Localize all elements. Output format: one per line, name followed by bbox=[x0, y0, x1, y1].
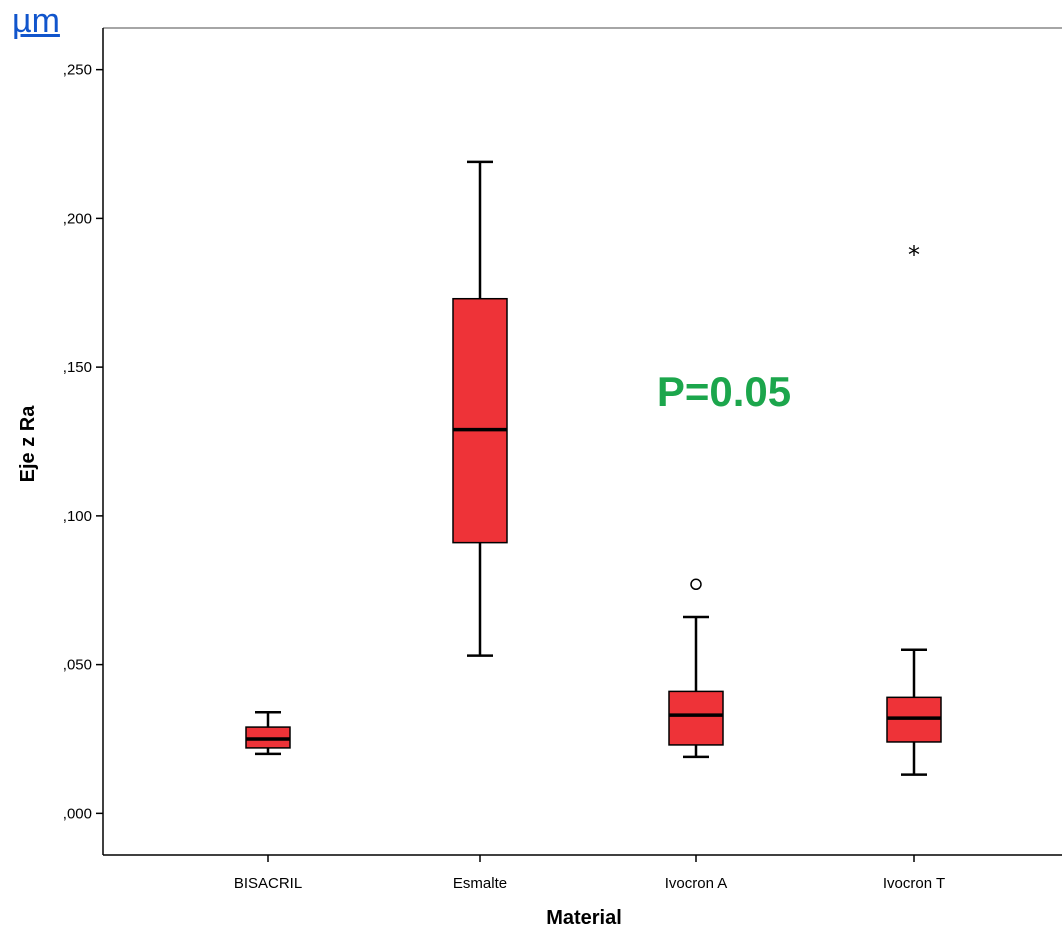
y-tick-label: ,100 bbox=[63, 508, 92, 525]
x-axis: BISACRIL Esmalte Ivocron A Ivocron T bbox=[234, 855, 945, 892]
x-tick-label: Esmalte bbox=[453, 875, 507, 892]
x-tick-label: Ivocron A bbox=[665, 875, 728, 892]
extreme-point: * bbox=[908, 241, 920, 269]
x-tick-label: BISACRIL bbox=[234, 875, 302, 892]
iqr-box bbox=[452, 297, 508, 544]
y-tick-label: ,200 bbox=[63, 210, 92, 227]
plot-frame bbox=[102, 27, 1062, 856]
box-bisacril bbox=[245, 710, 291, 756]
y-tick-label: ,000 bbox=[63, 805, 92, 822]
iqr-box bbox=[668, 690, 724, 746]
box-esmalte bbox=[452, 160, 508, 657]
outlier-point bbox=[690, 578, 702, 591]
box-ivocron-a bbox=[668, 578, 724, 759]
unit-label-link[interactable]: µm bbox=[12, 2, 60, 40]
y-tick-label: ,050 bbox=[63, 657, 92, 674]
x-axis-title: Material bbox=[546, 907, 622, 929]
p-value-annotation: P=0.05 bbox=[657, 368, 791, 415]
y-axis: ,000 ,050 ,100 ,150 ,200 ,250 bbox=[63, 62, 103, 822]
y-tick-label: ,150 bbox=[63, 359, 92, 376]
y-tick-label: ,250 bbox=[63, 62, 92, 79]
box-ivocron-t: * bbox=[886, 241, 942, 776]
boxes: * bbox=[245, 160, 942, 776]
y-axis-title: Eje z Ra bbox=[17, 405, 39, 483]
x-tick-label: Ivocron T bbox=[883, 875, 945, 892]
